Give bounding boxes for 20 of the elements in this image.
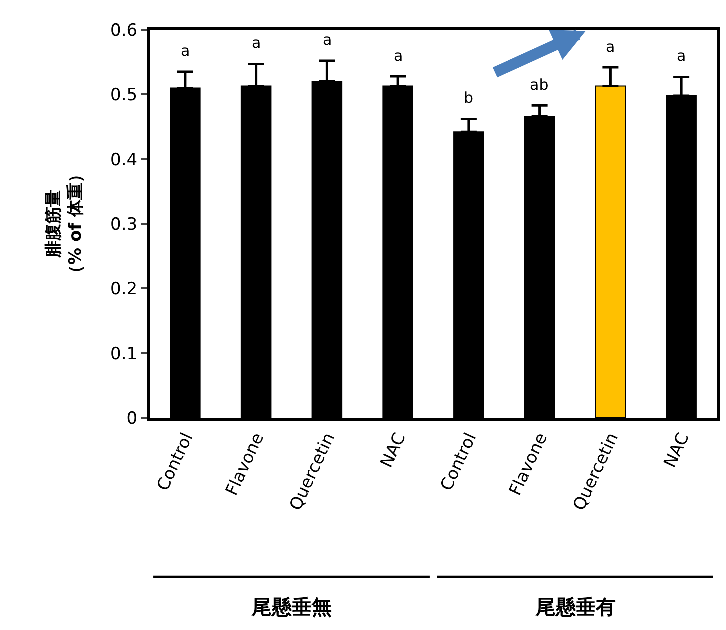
y-tick-label: 0.4 [110, 150, 138, 170]
data-label: a [252, 34, 262, 52]
data-label: a [394, 47, 404, 65]
x-tick-label: NAC [376, 430, 410, 472]
y-tick-label: 0.1 [110, 344, 138, 364]
data-label: a [323, 31, 332, 49]
data-label: ab [530, 76, 549, 94]
y-tick-label: 0 [126, 408, 138, 429]
y-tick-label: 0.5 [110, 86, 138, 106]
y-axis-title: 腓腹筋量（% of 体重） [44, 166, 86, 282]
data-label: a [181, 42, 190, 60]
y-tick-label: 0.3 [110, 214, 138, 235]
data-label: a [677, 47, 686, 65]
text: 尾懸垂有 [535, 595, 616, 619]
x-tick-label: NAC [660, 430, 694, 472]
text: 尾懸垂無 [251, 595, 332, 619]
data-label: b [464, 89, 474, 107]
y-tick-label: 0.6 [110, 20, 138, 41]
y-tick-label: 0.2 [110, 280, 138, 300]
data-label: a [606, 38, 616, 56]
